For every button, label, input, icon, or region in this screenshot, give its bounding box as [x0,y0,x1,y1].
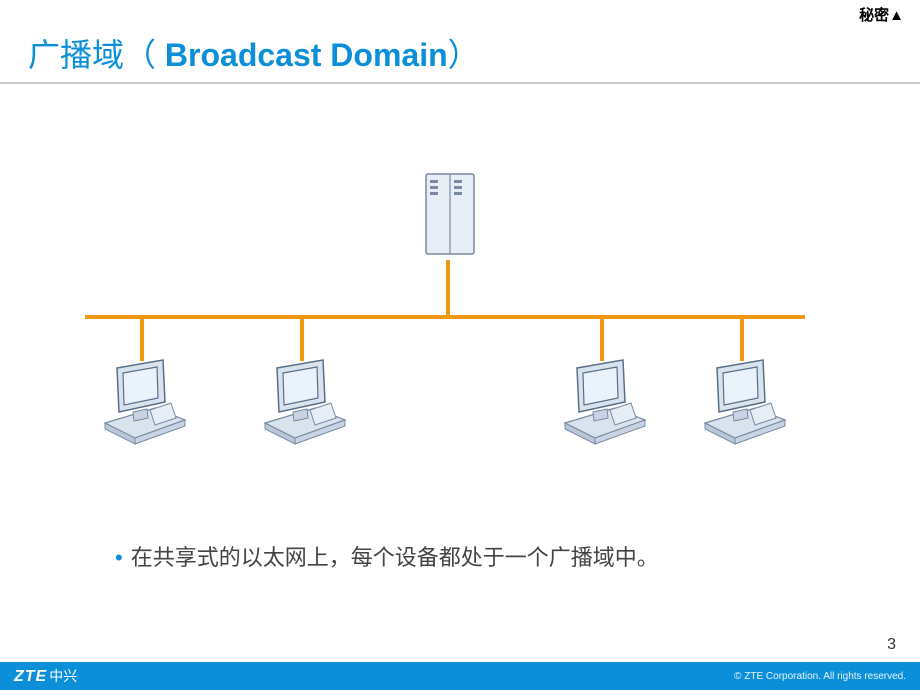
title-en: Broadcast Domain [165,37,448,73]
server-icon [420,170,480,267]
computer-icon [695,358,795,453]
footer-bar: ZTE中兴 © ZTE Corporation. All rights rese… [0,662,920,690]
computer-icon [255,358,355,453]
network-diagram [0,170,920,470]
drop-line-1 [140,319,144,361]
slide-title: 广播域（ Broadcast Domain） [28,30,480,76]
title-zh-prefix: 广播域（ [28,37,165,73]
title-zh-suffix: ） [448,37,480,73]
logo-cn: 中兴 [49,668,77,684]
bullet-dot: • [115,545,123,570]
title-underline [0,82,920,84]
drop-line-3 [600,319,604,361]
drop-line-4 [740,319,744,361]
bullet-text: • 在共享式的以太网上，每个设备都处于一个广播域中。 [115,540,659,572]
logo-text: ZTE [14,668,47,685]
footer-copyright: © ZTE Corporation. All rights reserved. [734,671,906,682]
computer-icon [555,358,655,453]
footer-logo: ZTE中兴 [14,666,77,686]
computer-icon [95,358,195,453]
server-drop-line [446,260,450,315]
drop-line-2 [300,319,304,361]
bullet-content: 在共享式的以太网上，每个设备都处于一个广播域中。 [131,545,659,570]
bus-line [85,315,805,319]
classification-label: 秘密▲ [859,4,904,25]
page-number: 3 [887,636,896,654]
